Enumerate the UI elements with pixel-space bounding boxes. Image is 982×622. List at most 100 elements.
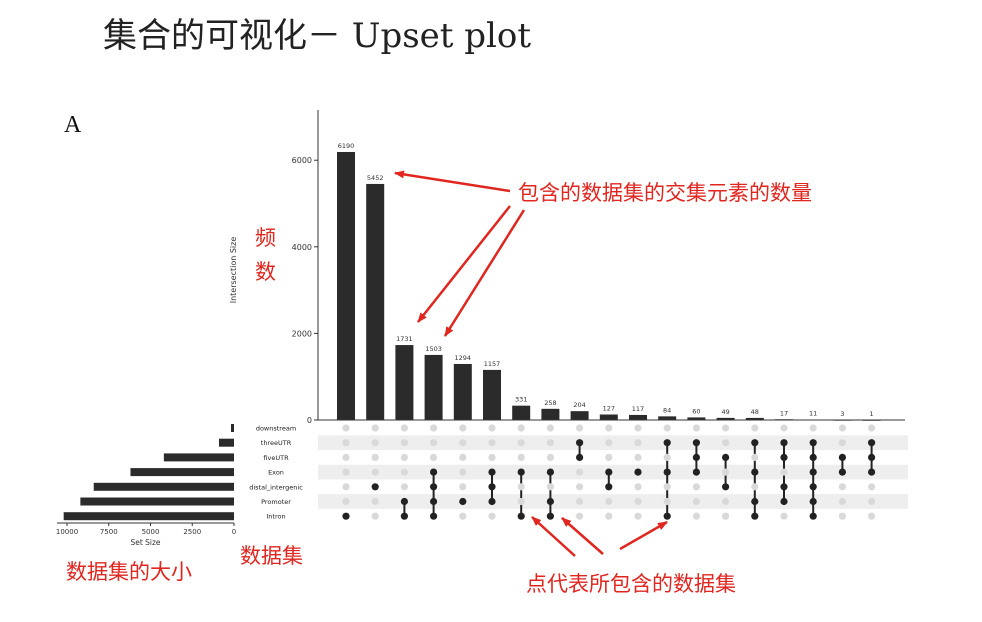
matrix-dot-inactive xyxy=(488,512,496,520)
y-tick-label: 4000 xyxy=(292,243,312,252)
matrix-dot-inactive xyxy=(342,453,350,461)
annotation-datasets: 数据集 xyxy=(240,544,303,568)
arrow-to-1503 xyxy=(443,209,526,337)
matrix-dot-inactive xyxy=(459,453,467,461)
y-tick-label: 0 xyxy=(307,416,312,425)
matrix-dot-active xyxy=(838,468,847,476)
intersection-bar xyxy=(395,345,414,420)
matrix-dot-inactive xyxy=(692,512,701,520)
y-tick-label: 6000 xyxy=(292,156,312,165)
matrix-dot-inactive xyxy=(722,512,730,520)
matrix-dot-active xyxy=(546,468,555,476)
intersection-bars xyxy=(337,152,881,421)
set-size-bar xyxy=(80,497,235,506)
matrix-dot-active xyxy=(634,468,642,476)
matrix-dot-active xyxy=(809,483,817,491)
matrix-dot-active xyxy=(605,483,613,491)
matrix-dot-active xyxy=(576,453,584,461)
matrix-dot-inactive xyxy=(751,453,759,461)
set-name-label: Exon xyxy=(268,469,284,477)
intersection-bar xyxy=(658,416,677,420)
matrix-dot-inactive xyxy=(722,439,730,447)
intersection-bar xyxy=(512,405,531,420)
intersection-value-label: 204 xyxy=(573,401,585,409)
matrix-dot-inactive xyxy=(371,468,379,476)
matrix-dot-active xyxy=(838,453,847,461)
matrix-dot-inactive xyxy=(459,483,467,491)
matrix-dot-inactive xyxy=(430,439,438,447)
intersection-bar xyxy=(629,414,647,420)
intersection-value-label: 1157 xyxy=(484,360,501,368)
set-name-label: fiveUTR xyxy=(263,454,289,462)
matrix-dot-inactive xyxy=(722,468,730,476)
matrix-row-shade xyxy=(318,435,908,451)
matrix-dot-active xyxy=(780,497,788,506)
intersection-bar xyxy=(541,408,560,420)
matrix-dot-active xyxy=(751,439,759,447)
intersection-value-label: 11 xyxy=(809,410,817,418)
intersection-value-label: 60 xyxy=(692,407,700,415)
intersection-matrix xyxy=(342,424,876,520)
set-axis-tick-label: 0 xyxy=(232,528,236,536)
intersection-bar xyxy=(599,414,618,420)
matrix-dot-active xyxy=(868,468,876,476)
matrix-dot-active xyxy=(780,453,788,461)
intersection-bar xyxy=(366,183,385,420)
matrix-dot-active xyxy=(459,497,467,506)
arrow-to-1731 xyxy=(417,205,511,323)
set-size-bar xyxy=(93,482,235,491)
matrix-dot-inactive xyxy=(459,439,467,447)
panel-letter: A xyxy=(64,112,82,138)
intersection-value-label: 1503 xyxy=(425,345,442,353)
matrix-dot-inactive xyxy=(546,424,555,432)
intersection-bar xyxy=(745,417,764,420)
matrix-dot-inactive xyxy=(371,424,379,432)
matrix-dot-active xyxy=(663,512,671,520)
intersection-value-label: 1294 xyxy=(455,354,472,362)
matrix-dot-inactive xyxy=(342,424,350,432)
set-axis-tick-label: 2500 xyxy=(183,528,201,536)
matrix-dot-inactive xyxy=(838,483,847,491)
set-size-bar xyxy=(130,468,234,477)
intersection-value-label: 17 xyxy=(780,409,788,417)
intersection-bar xyxy=(337,152,355,420)
matrix-dot-inactive xyxy=(722,497,730,506)
matrix-dot-inactive xyxy=(780,468,788,476)
matrix-dot-inactive xyxy=(838,512,847,520)
matrix-dot-inactive xyxy=(663,497,671,506)
matrix-dot-active xyxy=(430,512,438,520)
matrix-dot-active xyxy=(546,497,555,506)
matrix-dot-inactive xyxy=(488,439,496,447)
matrix-dot-inactive xyxy=(838,424,847,432)
matrix-dot-inactive xyxy=(546,453,555,461)
annotation-frequency-2: 数 xyxy=(255,260,276,284)
intersection-value-label: 48 xyxy=(751,408,759,416)
matrix-dot-active xyxy=(692,439,701,447)
matrix-dot-inactive xyxy=(488,424,496,432)
matrix-dot-active xyxy=(488,497,496,506)
matrix-dot-active xyxy=(780,439,788,447)
matrix-dot-active xyxy=(692,453,701,461)
matrix-dot-inactive xyxy=(517,424,525,432)
set-axis-tick-label: 7500 xyxy=(100,528,118,536)
intersection-value-label: 117 xyxy=(632,405,644,413)
matrix-dot-active xyxy=(722,483,730,491)
matrix-dot-inactive xyxy=(371,512,379,520)
matrix-dot-inactive xyxy=(663,424,671,432)
matrix-dot-inactive xyxy=(868,483,876,491)
set-name-label: Intron xyxy=(266,513,285,521)
matrix-dot-inactive xyxy=(342,439,350,447)
matrix-dot-active xyxy=(809,512,817,520)
matrix-dot-inactive xyxy=(663,483,671,491)
matrix-dot-inactive xyxy=(430,424,438,432)
annotation-set-sizes: 数据集的大小 xyxy=(66,560,192,584)
arrow-to-dot-c xyxy=(619,520,668,551)
set-size-bar xyxy=(230,424,234,432)
matrix-dot-inactive xyxy=(371,439,379,447)
intersection-bar xyxy=(453,363,472,420)
matrix-dot-inactive xyxy=(342,497,350,506)
matrix-dot-inactive xyxy=(371,453,379,461)
matrix-dot-inactive xyxy=(517,453,525,461)
intersection-bar xyxy=(570,411,589,420)
